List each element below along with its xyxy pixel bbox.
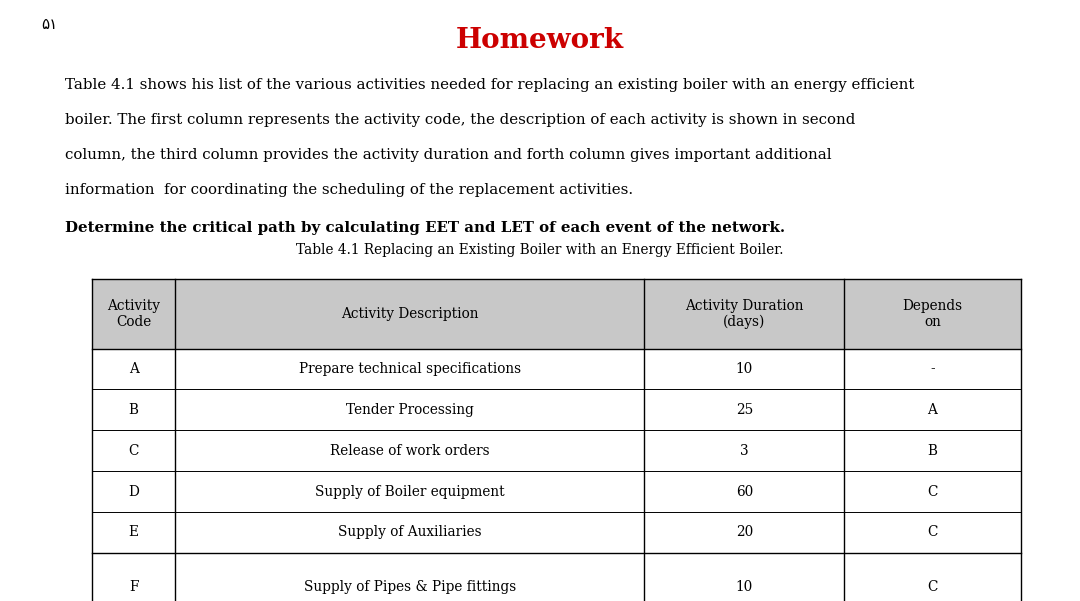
Text: A: A	[129, 362, 138, 376]
Text: information  for coordinating the scheduling of the replacement activities.: information for coordinating the schedul…	[65, 183, 633, 197]
Text: Activity Description: Activity Description	[341, 307, 478, 321]
Text: Depends
on: Depends on	[902, 299, 962, 329]
Text: Table 4.1 shows his list of the various activities needed for replacing an exist: Table 4.1 shows his list of the various …	[65, 78, 914, 92]
Text: Homework: Homework	[456, 27, 624, 54]
Text: boiler. The first column represents the activity code, the description of each a: boiler. The first column represents the …	[65, 113, 855, 127]
Bar	[92, 389, 1021, 430]
Text: Tender Processing: Tender Processing	[346, 403, 474, 417]
Text: A: A	[928, 403, 937, 417]
Text: Activity Duration
(days): Activity Duration (days)	[685, 299, 804, 329]
Text: 60: 60	[735, 484, 753, 499]
Bar	[92, 471, 1021, 512]
Text: B: B	[928, 444, 937, 458]
Text: C: C	[927, 579, 937, 594]
Text: Table 4.1 Replacing an Existing Boiler with an Energy Efficient Boiler.: Table 4.1 Replacing an Existing Boiler w…	[296, 243, 784, 257]
Text: Supply of Auxiliaries: Supply of Auxiliaries	[338, 525, 482, 540]
Text: Supply of Pipes & Pipe fittings: Supply of Pipes & Pipe fittings	[303, 579, 516, 594]
Text: Release of work orders: Release of work orders	[330, 444, 489, 458]
Text: 10: 10	[735, 362, 753, 376]
Bar	[92, 349, 1021, 389]
Text: C: C	[927, 525, 937, 540]
Bar	[92, 430, 1021, 471]
Text: 20: 20	[735, 525, 753, 540]
Text: 25: 25	[735, 403, 753, 417]
Text: Prepare technical specifications: Prepare technical specifications	[299, 362, 521, 376]
Text: Determine the critical path by calculating EET and LET of each event of the netw: Determine the critical path by calculati…	[65, 221, 785, 234]
Text: Supply of Boiler equipment: Supply of Boiler equipment	[315, 484, 504, 499]
Text: F: F	[129, 579, 138, 594]
Text: -: -	[930, 362, 934, 376]
Text: C: C	[129, 444, 139, 458]
Text: 10: 10	[735, 579, 753, 594]
Text: 3: 3	[740, 444, 748, 458]
Bar	[92, 566, 1021, 601]
Text: Activity
Code: Activity Code	[107, 299, 160, 329]
Text: B: B	[129, 403, 138, 417]
Text: D: D	[129, 484, 139, 499]
Bar	[92, 512, 1021, 553]
Text: C: C	[927, 484, 937, 499]
Text: ۵۱: ۵۱	[41, 17, 57, 32]
Text: column, the third column provides the activity duration and forth column gives i: column, the third column provides the ac…	[65, 148, 832, 162]
Bar	[92, 279, 1021, 349]
Text: E: E	[129, 525, 138, 540]
